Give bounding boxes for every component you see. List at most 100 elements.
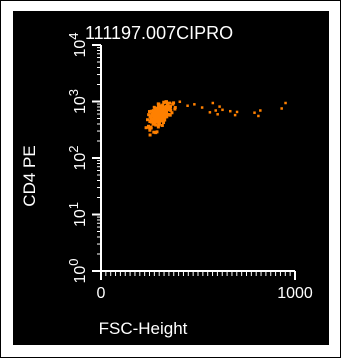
y-tick-exponent: 3 [66, 89, 81, 96]
data-point [214, 109, 217, 112]
cluster-point [151, 110, 155, 114]
cluster-point [152, 130, 156, 134]
cluster-point [161, 118, 165, 122]
cluster-point [165, 115, 169, 119]
data-point [235, 110, 239, 114]
cluster-point [163, 118, 167, 122]
cluster-point [165, 100, 169, 104]
cluster-point [152, 120, 156, 124]
cluster-point [152, 121, 156, 125]
cluster-point [173, 106, 177, 110]
cluster-point [169, 108, 173, 112]
data-point [253, 111, 256, 114]
plot-panel: 111197.007CIPRO FSC-Height CD4 PE 100 101… [13, 11, 329, 345]
cluster-point [168, 105, 172, 109]
chart-title: 111197.007CIPRO [85, 23, 233, 43]
cluster-point [149, 126, 153, 130]
cluster-point [147, 110, 151, 114]
cluster-point [147, 113, 151, 117]
data-points [144, 100, 287, 137]
data-point [284, 101, 287, 105]
cluster-point [155, 111, 159, 115]
x-tick-label: 1000 [277, 285, 313, 302]
data-point [259, 109, 262, 112]
cluster-point [157, 103, 161, 107]
data-point [257, 114, 260, 118]
data-point [229, 109, 232, 113]
data-point [178, 100, 182, 103]
cluster-point [168, 107, 172, 111]
data-point [211, 101, 215, 105]
y-tick-exponent: 4 [66, 32, 81, 39]
y-tick-base: 10 [72, 266, 89, 284]
y-axis-label: CD4 PE [20, 145, 39, 206]
cluster-point [162, 106, 166, 110]
cluster-point [156, 116, 160, 120]
cluster-point [160, 104, 164, 108]
cluster-point [144, 126, 148, 130]
cluster-point [149, 116, 153, 120]
cluster-point [155, 113, 159, 117]
cluster-point [160, 111, 164, 115]
cluster-point [159, 115, 163, 119]
y-tick-base: 10 [72, 153, 89, 171]
x-tick-label: 0 [97, 285, 106, 302]
cluster-point [163, 111, 167, 115]
cluster-point [156, 109, 160, 113]
cluster-point [161, 109, 165, 113]
scatter-chart: 111197.007CIPRO FSC-Height CD4 PE 100101… [20, 23, 313, 338]
cluster-point [164, 111, 168, 115]
cluster-point [153, 109, 157, 113]
cluster-point [152, 105, 156, 109]
cluster-point [160, 123, 164, 127]
cluster-point [149, 118, 153, 122]
y-tick-label: 101 [66, 202, 89, 227]
cluster-point [168, 101, 172, 105]
data-point [280, 107, 283, 110]
y-tick-label: 102 [66, 145, 89, 170]
cluster-point [152, 118, 156, 122]
cluster-point [154, 123, 158, 127]
cluster-point [154, 107, 158, 111]
cluster-point [153, 114, 157, 118]
cluster-point [146, 118, 150, 122]
data-point [200, 106, 204, 109]
cluster-point [157, 122, 161, 126]
data-point [233, 113, 237, 117]
cluster-point [148, 133, 152, 137]
y-tick-exponent: 2 [66, 145, 81, 152]
cluster-point [162, 100, 166, 104]
y-tick-exponent: 0 [66, 258, 81, 265]
cluster-point [156, 111, 160, 115]
cluster-point [149, 109, 153, 113]
y-tick-base: 10 [72, 40, 89, 58]
x-axis-label: FSC-Height [99, 319, 188, 338]
cluster-point [152, 115, 156, 119]
cluster-point [154, 131, 158, 135]
y-tick-label: 100 [66, 258, 89, 283]
cluster-point [150, 112, 154, 116]
y-tick-exponent: 1 [66, 202, 81, 209]
data-point [216, 113, 219, 116]
cluster-point [173, 107, 177, 111]
cluster-point [168, 113, 172, 117]
data-point [186, 104, 189, 107]
cluster-point [158, 119, 162, 123]
cluster-point [166, 107, 170, 111]
cluster-point [156, 125, 160, 129]
cluster-point [166, 104, 170, 108]
cluster-point [162, 121, 166, 125]
cluster-point [158, 108, 162, 112]
data-point [208, 111, 212, 114]
y-tick-base: 10 [72, 96, 89, 114]
cluster-point [162, 115, 166, 119]
cluster-point [164, 104, 168, 108]
cluster-point [170, 111, 174, 115]
y-tick-label: 103 [66, 89, 89, 114]
cluster-point [148, 128, 152, 132]
data-point [218, 105, 221, 108]
y-tick-label: 104 [66, 32, 89, 57]
cluster-point [165, 101, 169, 105]
